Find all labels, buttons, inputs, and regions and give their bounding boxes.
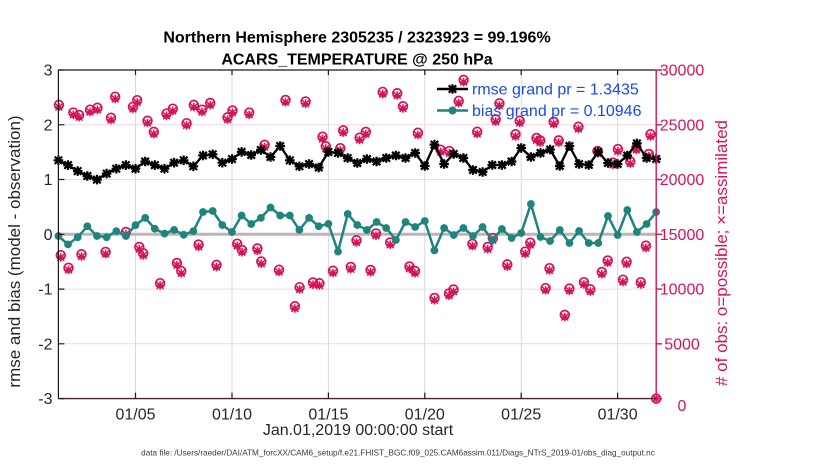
svg-text:Northern Hemisphere 2305235 /: Northern Hemisphere 2305235 / 2323923 = … xyxy=(163,30,550,47)
svg-text:-1: -1 xyxy=(38,282,52,299)
svg-text:01/05: 01/05 xyxy=(115,407,155,424)
svg-text:1: 1 xyxy=(44,172,53,189)
svg-text:-2: -2 xyxy=(38,336,52,353)
svg-text:20000: 20000 xyxy=(660,172,705,189)
svg-text:2: 2 xyxy=(44,117,53,134)
svg-text:30000: 30000 xyxy=(660,63,705,80)
svg-text:25000: 25000 xyxy=(660,117,705,134)
svg-text:0: 0 xyxy=(678,398,687,415)
svg-text:10000: 10000 xyxy=(660,282,705,299)
svg-text:Jan.01,2019 00:00:00 start: Jan.01,2019 00:00:00 start xyxy=(263,422,454,439)
svg-text:01/10: 01/10 xyxy=(212,407,252,424)
svg-text:bias grand pr = 0.10946: bias grand pr = 0.10946 xyxy=(472,103,642,120)
svg-text:01/20: 01/20 xyxy=(405,407,445,424)
svg-text:5000: 5000 xyxy=(664,336,700,353)
svg-text:01/30: 01/30 xyxy=(598,407,638,424)
svg-text:0: 0 xyxy=(44,227,53,244)
svg-text:rmse grand pr = 1.3435: rmse grand pr = 1.3435 xyxy=(472,82,639,99)
svg-text:data file: /Users/raeder/DAI/A: data file: /Users/raeder/DAI/ATM_forcXX/… xyxy=(141,449,655,458)
svg-text:-3: -3 xyxy=(38,391,52,408)
svg-text:01/15: 01/15 xyxy=(308,407,348,424)
svg-text:01/25: 01/25 xyxy=(501,407,541,424)
svg-text:# of obs: o=possible; ×=assimi: # of obs: o=possible; ×=assimilated xyxy=(712,120,731,386)
svg-text:15000: 15000 xyxy=(660,227,705,244)
svg-text:3: 3 xyxy=(44,63,53,80)
svg-text:rmse and bias (model - observa: rmse and bias (model - observation) xyxy=(5,115,24,387)
svg-text:ACARS_TEMPERATURE @ 250 hPa: ACARS_TEMPERATURE @ 250 hPa xyxy=(221,52,492,69)
